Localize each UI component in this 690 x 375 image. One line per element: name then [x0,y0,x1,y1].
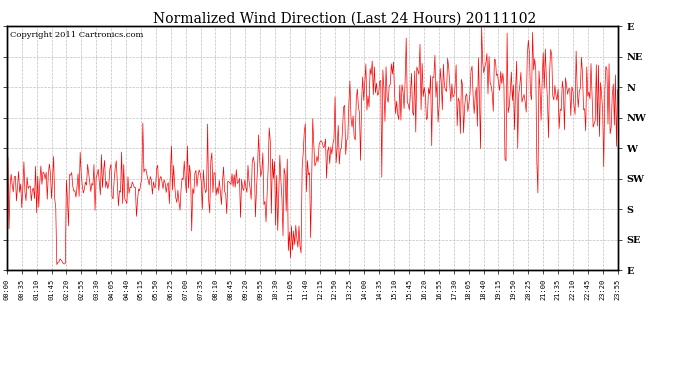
Text: Copyright 2011 Cartronics.com: Copyright 2011 Cartronics.com [10,31,144,39]
Text: Normalized Wind Direction (Last 24 Hours) 20111102: Normalized Wind Direction (Last 24 Hours… [153,11,537,25]
